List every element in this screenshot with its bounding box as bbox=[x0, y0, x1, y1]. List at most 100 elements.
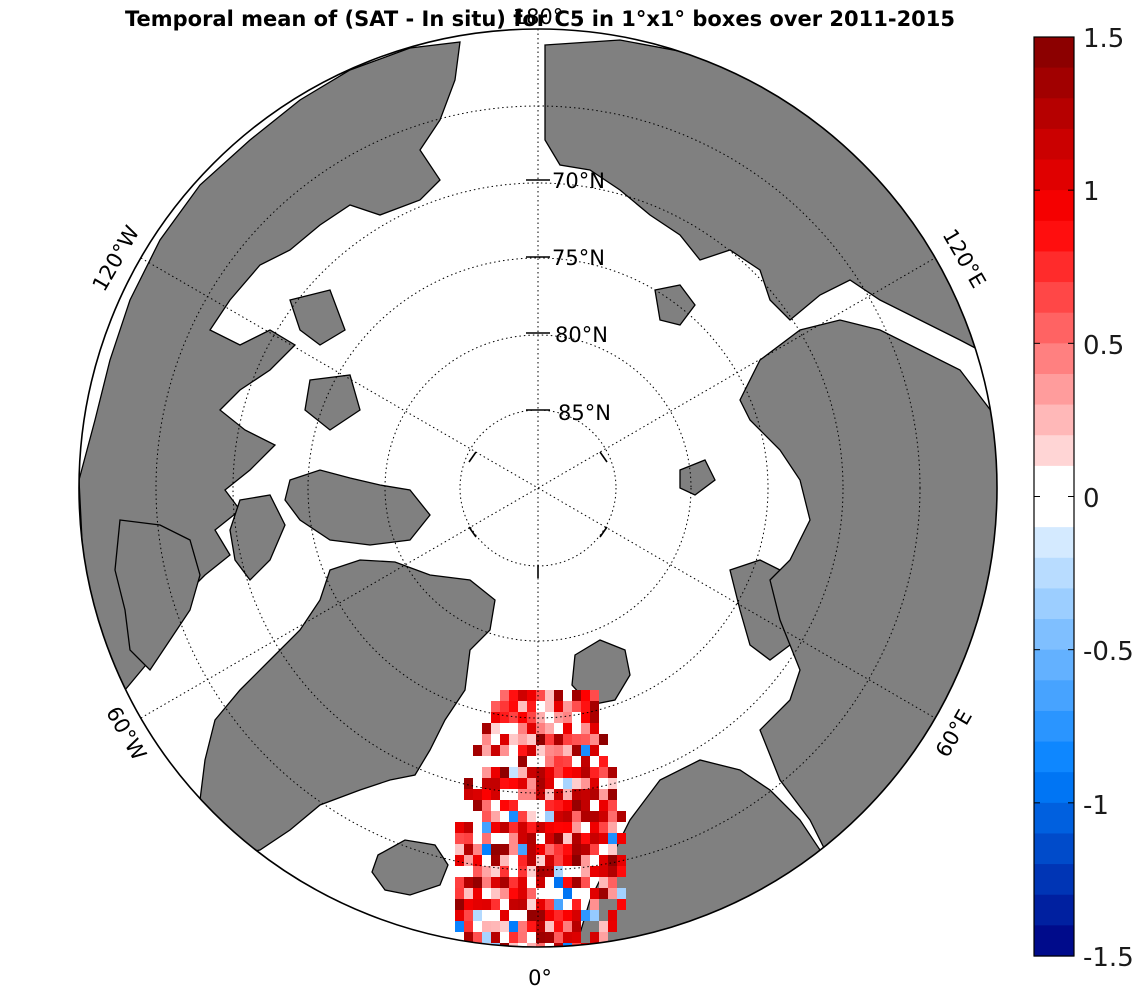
colorbar-band bbox=[1034, 373, 1074, 406]
data-cell bbox=[455, 822, 464, 833]
data-cell bbox=[455, 877, 464, 888]
data-cell bbox=[500, 844, 509, 855]
lat-label-70: 70°N bbox=[552, 169, 605, 193]
data-cell bbox=[518, 789, 527, 800]
data-cell bbox=[464, 833, 473, 844]
data-cell bbox=[482, 778, 491, 789]
data-cell bbox=[482, 800, 491, 811]
data-cell bbox=[464, 910, 473, 921]
land-greenland bbox=[199, 559, 496, 856]
colorbar-band bbox=[1034, 435, 1074, 467]
data-cell bbox=[500, 855, 509, 866]
colorbar-band bbox=[1034, 190, 1074, 222]
colorbar-label-neg-1-5: -1.5 bbox=[1083, 943, 1134, 973]
data-cell bbox=[572, 822, 581, 833]
data-cell bbox=[482, 767, 491, 778]
data-cell bbox=[536, 844, 545, 855]
data-cell bbox=[563, 723, 572, 734]
data-cell bbox=[563, 756, 572, 767]
data-cell bbox=[608, 910, 617, 921]
data-cell bbox=[581, 811, 590, 822]
data-cell bbox=[509, 822, 518, 833]
data-cell bbox=[500, 712, 509, 723]
data-cell bbox=[581, 800, 590, 811]
data-cell bbox=[527, 921, 536, 932]
data-cell bbox=[491, 877, 500, 888]
data-cell bbox=[536, 712, 545, 723]
data-cell bbox=[590, 932, 599, 943]
data-cell bbox=[536, 745, 545, 756]
data-cell bbox=[518, 778, 527, 789]
data-cell bbox=[527, 888, 536, 899]
data-cell bbox=[563, 932, 572, 943]
data-cell bbox=[500, 822, 509, 833]
data-cell bbox=[482, 899, 491, 910]
data-cell bbox=[482, 866, 491, 877]
data-cell bbox=[617, 833, 626, 844]
data-cell bbox=[473, 888, 482, 899]
data-cell bbox=[518, 866, 527, 877]
data-cell bbox=[527, 712, 536, 723]
data-cell bbox=[554, 844, 563, 855]
data-cell bbox=[581, 833, 590, 844]
data-cell bbox=[608, 767, 617, 778]
data-cell bbox=[527, 745, 536, 756]
colorbar-label-neg-1: -1 bbox=[1083, 791, 1109, 821]
data-cell bbox=[572, 767, 581, 778]
data-cell bbox=[527, 811, 536, 822]
data-cell bbox=[572, 833, 581, 844]
data-cell bbox=[545, 844, 554, 855]
data-cell bbox=[590, 888, 599, 899]
graticule bbox=[140, 29, 936, 947]
colorbar-band bbox=[1034, 527, 1074, 559]
data-cell bbox=[491, 723, 500, 734]
data-cell bbox=[509, 899, 518, 910]
data-cell bbox=[527, 866, 536, 877]
data-cell bbox=[527, 855, 536, 866]
data-cell bbox=[599, 734, 608, 745]
data-cell bbox=[599, 866, 608, 877]
data-cell bbox=[554, 855, 563, 866]
data-cell bbox=[518, 690, 527, 701]
data-cell bbox=[554, 833, 563, 844]
data-cell bbox=[500, 690, 509, 701]
data-cell bbox=[509, 811, 518, 822]
data-cell bbox=[527, 778, 536, 789]
data-cell bbox=[482, 877, 491, 888]
data-cell bbox=[608, 833, 617, 844]
data-cell bbox=[518, 712, 527, 723]
data-cell bbox=[455, 899, 464, 910]
data-cell bbox=[545, 690, 554, 701]
data-cell bbox=[500, 910, 509, 921]
colorbar-band bbox=[1034, 282, 1074, 314]
data-cell bbox=[563, 811, 572, 822]
data-cell bbox=[464, 888, 473, 899]
data-cell bbox=[572, 800, 581, 811]
data-cell bbox=[590, 789, 599, 800]
data-cell bbox=[554, 789, 563, 800]
data-cell bbox=[563, 745, 572, 756]
data-cell bbox=[491, 899, 500, 910]
data-cell bbox=[608, 844, 617, 855]
data-cell bbox=[581, 789, 590, 800]
data-cell bbox=[473, 789, 482, 800]
colorbar-band bbox=[1034, 98, 1074, 130]
data-cell bbox=[518, 723, 527, 734]
data-cell bbox=[527, 844, 536, 855]
data-cell bbox=[590, 734, 599, 745]
data-cell bbox=[518, 888, 527, 899]
colorbar-band bbox=[1034, 67, 1074, 99]
colorbar-band bbox=[1034, 312, 1074, 344]
colorbar-bands bbox=[1034, 37, 1074, 957]
data-cell bbox=[581, 877, 590, 888]
data-cell bbox=[491, 789, 500, 800]
data-cell bbox=[545, 734, 554, 745]
data-cell bbox=[473, 932, 482, 943]
data-cell bbox=[581, 734, 590, 745]
data-cell bbox=[608, 789, 617, 800]
data-cell bbox=[545, 921, 554, 932]
data-cell bbox=[563, 888, 572, 899]
colorbar-label-0-5: 0.5 bbox=[1083, 331, 1124, 361]
data-cell bbox=[617, 855, 626, 866]
data-cell bbox=[518, 855, 527, 866]
